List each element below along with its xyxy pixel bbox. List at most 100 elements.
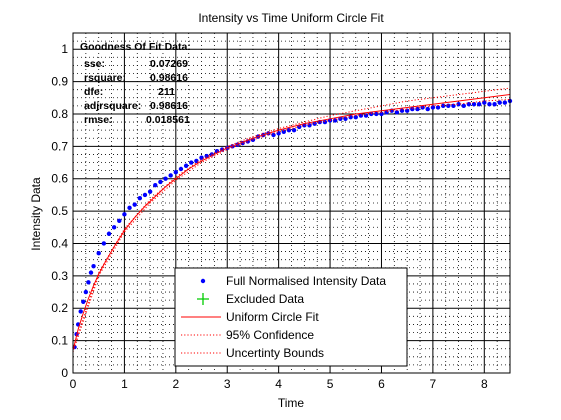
- data-point: [471, 102, 477, 107]
- stats-label-rmse: rmse:: [84, 114, 113, 126]
- y-tick-label: 0.4: [51, 236, 68, 250]
- data-point: [91, 263, 96, 269]
- data-point: [153, 182, 158, 188]
- data-point: [194, 158, 199, 164]
- data-point: [78, 309, 83, 314]
- data-point: [487, 102, 492, 107]
- chart-title: Intensity vs Time Uniform Circle Fit: [198, 11, 384, 25]
- data-point: [291, 127, 297, 133]
- legend-label-confidence: 95% Confidence: [226, 328, 314, 342]
- x-tick-label: 7: [430, 377, 437, 391]
- y-axis-ticks: 0 0.1 0.2 0.3 0.4 0.5 0.6 0.7 0.8 0.9 1: [51, 42, 68, 380]
- data-point: [199, 155, 204, 160]
- chart-legend: Full Normalised Intensity Data Excluded …: [174, 267, 408, 367]
- goodness-of-fit-annotation: Goodness Of Fit Data: sse: 0.07269 rsqua…: [80, 41, 191, 126]
- data-point: [446, 103, 451, 109]
- data-point: [137, 195, 143, 201]
- x-tick-label: 1: [121, 377, 128, 391]
- stats-label-adjrsquare: adjrsquare:: [84, 100, 141, 112]
- data-point: [163, 176, 168, 181]
- y-tick-label: 0.9: [51, 75, 68, 89]
- y-axis-label: Intensity Data: [29, 177, 43, 251]
- data-point: [353, 114, 358, 120]
- data-point: [122, 212, 127, 217]
- y-tick-label: 0.7: [51, 139, 68, 153]
- plot-area-frame: [72, 32, 511, 374]
- data-point: [425, 106, 430, 112]
- legend-label-uncertainty: Uncertinty Bounds: [226, 346, 324, 360]
- data-point: [86, 280, 91, 285]
- data-point: [147, 189, 153, 194]
- data-point: [183, 163, 189, 168]
- data-point: [286, 127, 292, 133]
- legend-item-uncertainty: Uncertinty Bounds: [181, 346, 324, 360]
- series-layer: [72, 87, 513, 353]
- data-point: [456, 102, 461, 107]
- x-tick-label: 6: [378, 377, 385, 391]
- y-tick-label: 0.2: [51, 301, 68, 315]
- stats-label-rsquare: rsquare:: [84, 72, 126, 84]
- data-point: [142, 192, 148, 198]
- data-point: [343, 116, 348, 122]
- data-point: [322, 119, 328, 125]
- data-point: [435, 105, 441, 110]
- data-point: [404, 108, 410, 113]
- data-point: [384, 110, 389, 115]
- data-point: [101, 241, 107, 246]
- data-point: [348, 114, 353, 120]
- x-tick-label: 3: [224, 377, 231, 391]
- data-point: [81, 299, 86, 304]
- x-tick-label: 5: [327, 377, 334, 391]
- data-point: [189, 160, 194, 165]
- legend-item-excluded: Excluded Data: [197, 292, 304, 306]
- stats-value-rsquare: 0.98616: [150, 72, 188, 84]
- data-point: [379, 111, 384, 117]
- data-point: [83, 289, 89, 295]
- stats-value-dfe: 211: [158, 86, 175, 98]
- data-point: [271, 132, 276, 138]
- data-point: [410, 106, 415, 112]
- data-point: [497, 100, 502, 105]
- data-point: [158, 179, 163, 185]
- data-point: [394, 110, 400, 115]
- data-point: [492, 102, 497, 107]
- data-point: [117, 218, 122, 224]
- data-point: [502, 100, 508, 105]
- y-tick-label: 0.8: [51, 107, 68, 121]
- data-point: [440, 103, 446, 109]
- legend-label-excluded: Excluded Data: [226, 292, 304, 306]
- y-tick-label: 0.5: [51, 204, 68, 218]
- stats-heading: Goodness Of Fit Data:: [80, 41, 191, 53]
- x-tick-label: 0: [70, 377, 77, 391]
- stats-value-sse: 0.07269: [150, 58, 188, 70]
- series-line-3: [72, 87, 511, 349]
- x-axis-ticks: 0 1 2 3 4 5 6 7 8: [70, 377, 488, 391]
- series-line-4: [72, 98, 511, 353]
- data-point: [106, 231, 112, 236]
- data-point: [281, 129, 286, 134]
- y-tick-label: 1: [61, 42, 68, 56]
- data-point: [173, 170, 179, 175]
- x-tick-label: 4: [275, 377, 282, 391]
- minor-grid: [73, 32, 511, 373]
- data-point: [178, 166, 184, 172]
- legend-item-fit: Uniform Circle Fit: [181, 310, 319, 324]
- data-point: [363, 113, 369, 118]
- x-axis-label: Time: [278, 396, 305, 410]
- x-tick-label: 2: [172, 377, 179, 391]
- y-tick-label: 0.1: [51, 334, 68, 348]
- data-point: [111, 225, 117, 230]
- stats-label-sse: sse:: [84, 58, 105, 70]
- data-point: [168, 173, 173, 178]
- legend-label-fit: Uniform Circle Fit: [226, 310, 319, 324]
- legend-label-data: Full Normalised Intensity Data: [226, 274, 386, 288]
- stats-value-rmse: 0.018561: [146, 114, 190, 126]
- data-point: [132, 202, 137, 207]
- legend-item-confidence: 95% Confidence: [181, 328, 314, 342]
- stats-label-dfe: dfe:: [84, 86, 103, 98]
- x-tick-label: 8: [481, 377, 488, 391]
- y-tick-label: 0.6: [51, 172, 68, 186]
- data-point: [88, 270, 94, 275]
- data-point: [451, 103, 456, 109]
